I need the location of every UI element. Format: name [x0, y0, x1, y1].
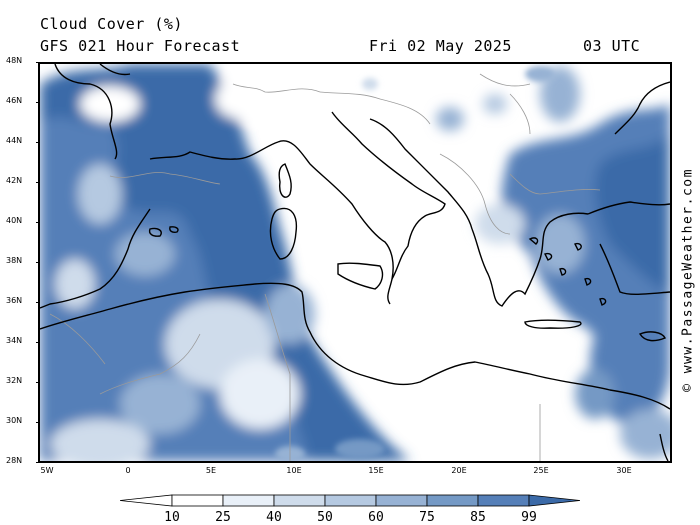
legend-swatch-4: [324, 494, 377, 507]
legend-label-40: 40: [266, 510, 282, 525]
lat-label-48n: 48N: [6, 56, 41, 65]
watermark-credit: © www.PassageWeather.com: [680, 168, 696, 392]
lon-label-15e: 15E: [368, 466, 384, 475]
lon-label-0: 0: [125, 466, 131, 475]
cloud-field: [40, 64, 670, 461]
legend-label-50: 50: [317, 510, 333, 525]
legend-swatch-6: [426, 494, 479, 507]
lat-label-40n: 40N: [6, 216, 41, 225]
lon-label-20e: 20E: [451, 466, 467, 475]
legend-label-99: 99: [521, 510, 537, 525]
lat-label-46n: 46N: [6, 96, 41, 105]
lon-label-25e: 25E: [533, 466, 549, 475]
lat-label-42n: 42N: [6, 176, 41, 185]
legend-left-arrow: [120, 494, 173, 507]
legend-label-75: 75: [419, 510, 435, 525]
legend-label-60: 60: [368, 510, 384, 525]
forecast-subtitle: GFS 021 Hour Forecast: [40, 37, 241, 55]
legend-label-25: 25: [215, 510, 231, 525]
color-legend: [120, 494, 580, 507]
lat-label-44n: 44N: [6, 136, 41, 145]
lat-label-30n: 30N: [6, 416, 41, 425]
forecast-date: Fri 02 May 2025: [369, 37, 512, 55]
legend-swatch-7: [477, 494, 530, 507]
legend-swatch-1: [171, 494, 224, 507]
lat-label-34n: 34N: [6, 336, 41, 345]
cloud-cover-map[interactable]: [38, 62, 672, 463]
legend-right-arrow: [528, 494, 580, 507]
legend-swatch-5: [375, 494, 428, 507]
lon-label-10e: 10E: [286, 466, 302, 475]
lat-label-38n: 38N: [6, 256, 41, 265]
lat-label-36n: 36N: [6, 296, 41, 305]
legend-label-10: 10: [164, 510, 180, 525]
forecast-time: 03 UTC: [583, 37, 641, 55]
lon-label-5e: 5E: [205, 466, 217, 475]
legend-label-85: 85: [470, 510, 486, 525]
map-title: Cloud Cover (%): [40, 15, 183, 33]
coastlines: [40, 64, 670, 461]
lat-label-32n: 32N: [6, 376, 41, 385]
map-canvas: [40, 64, 670, 461]
lon-label-30e: 30E: [616, 466, 632, 475]
country-borders: [49, 73, 601, 461]
legend-swatch-3: [273, 494, 326, 507]
legend-swatch-2: [222, 494, 275, 507]
lat-label-28n: 28N: [6, 456, 41, 465]
lon-label-5w: 5W: [40, 466, 54, 475]
